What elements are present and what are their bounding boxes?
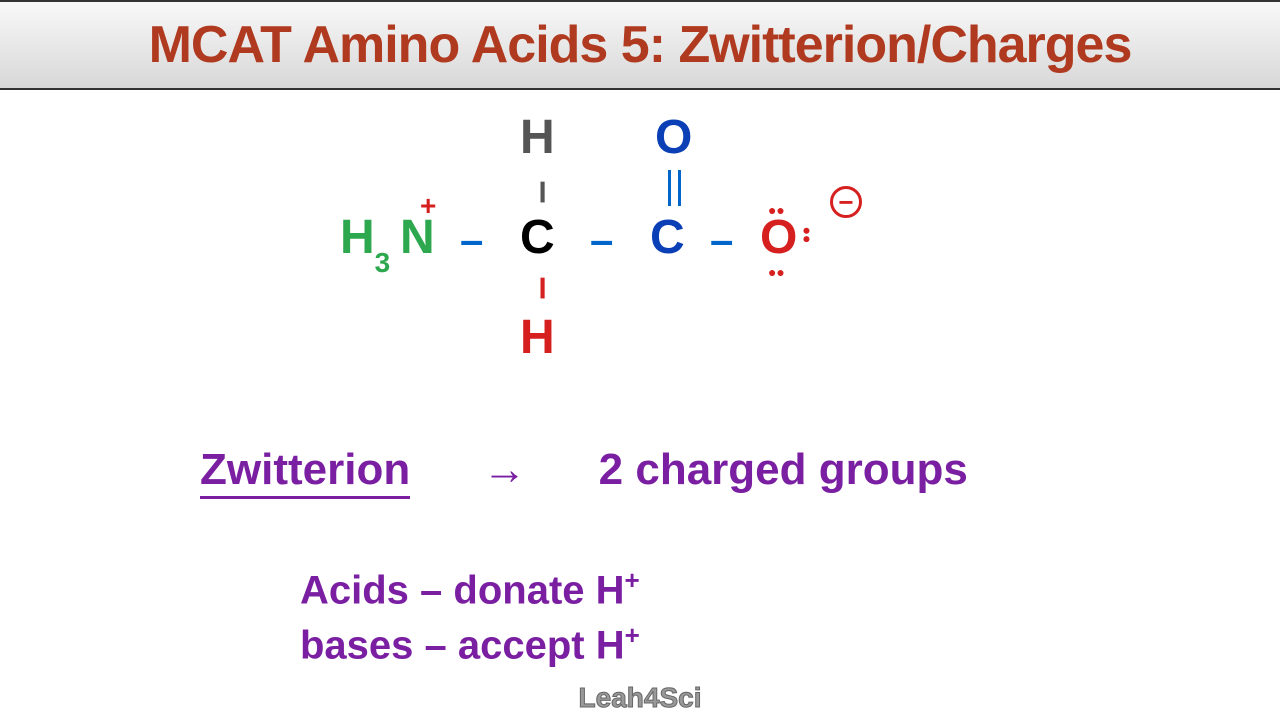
zwitterion-label: Zwitterion xyxy=(200,445,410,499)
bases-text: bases – accept H xyxy=(300,623,625,667)
chemical-structure: H3 N + – C – H – H – C O – O ● ● ● ● ● ●… xyxy=(0,120,1280,380)
title-bar: MCAT Amino Acids 5: Zwitterion/Charges xyxy=(0,0,1280,90)
positive-charge: + xyxy=(420,190,436,222)
amine-H: H xyxy=(340,211,375,264)
h-bottom: H xyxy=(520,310,555,365)
lone-pair-bottom: ● ● xyxy=(768,264,783,280)
bond-c-htop: – xyxy=(522,180,570,203)
acids-text: Acids – donate H xyxy=(300,568,625,612)
bases-line: bases – accept H+ xyxy=(300,620,640,668)
bond-n-c: – xyxy=(460,216,483,264)
double-bond-2 xyxy=(678,170,681,206)
lone-pair-top: ● ● xyxy=(768,202,783,218)
carbonyl-c: C xyxy=(650,210,685,265)
zwitterion-desc: 2 charged groups xyxy=(599,445,968,494)
arrow-icon: → xyxy=(482,445,526,494)
o-single: O xyxy=(760,210,797,265)
bond-c-o: – xyxy=(710,216,733,264)
watermark: Leah4Sci xyxy=(579,682,702,714)
amine-h3: H3 xyxy=(340,210,390,271)
bond-c-c: – xyxy=(590,216,613,264)
lone-pair-right: ● ● xyxy=(799,227,815,242)
o-double: O xyxy=(655,110,692,165)
acids-sup: + xyxy=(625,565,640,595)
double-bond-1 xyxy=(668,170,671,206)
h-top: H xyxy=(520,110,555,165)
page-title: MCAT Amino Acids 5: Zwitterion/Charges xyxy=(149,15,1132,75)
bases-sup: + xyxy=(625,620,640,650)
bond-c-hbot: – xyxy=(522,276,570,299)
amine-sub3: 3 xyxy=(375,247,391,278)
acids-line: Acids – donate H+ xyxy=(300,565,640,613)
negative-charge: − xyxy=(830,186,862,218)
zwitterion-line: Zwitterion → 2 charged groups xyxy=(200,445,1100,495)
alpha-carbon: C xyxy=(520,210,555,265)
